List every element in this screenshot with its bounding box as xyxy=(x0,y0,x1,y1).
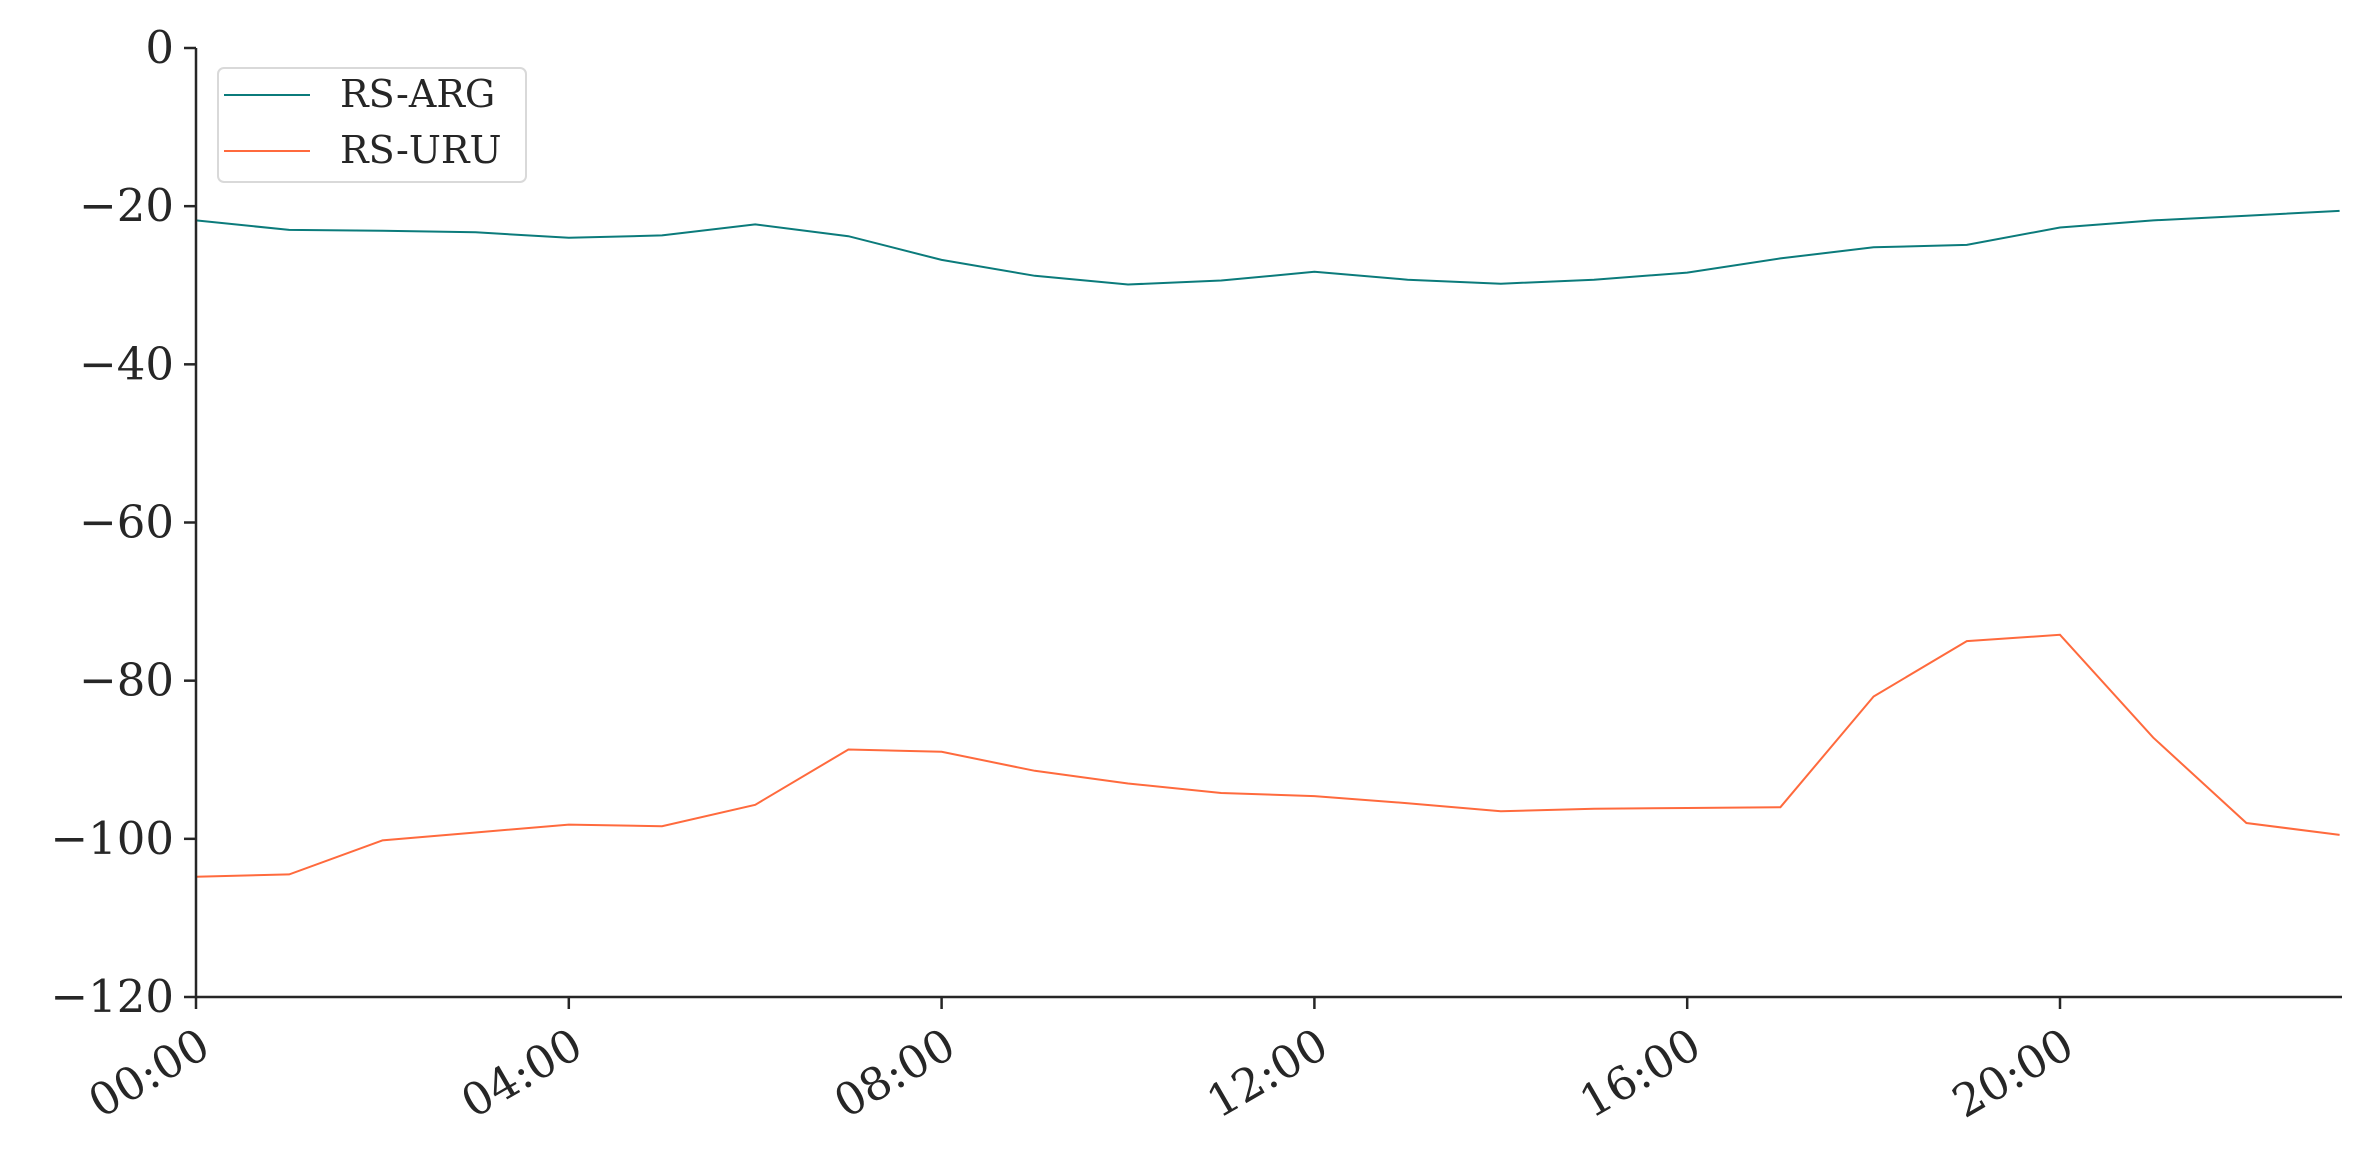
legend-box xyxy=(217,67,527,183)
x-tick-label: 00:00 xyxy=(79,1018,218,1129)
x-tick-label: 16:00 xyxy=(1571,1018,1710,1129)
x-tick-label: 04:00 xyxy=(452,1018,591,1129)
x-ticks: 00:00 04:00 08:00 12:00 16:00 20:00 xyxy=(79,997,2082,1128)
y-tick-label: −60 xyxy=(79,496,174,549)
y-ticks: 0 −20 −40 −60 −80 −100 −120 xyxy=(50,21,196,1023)
series-lines xyxy=(195,209,2340,878)
y-tick-label: −20 xyxy=(79,179,174,232)
y-tick-label: −80 xyxy=(79,654,174,707)
series-line-rs-arg xyxy=(195,209,2340,286)
y-tick-label: −100 xyxy=(50,812,174,865)
y-tick-label: 0 xyxy=(145,21,174,74)
x-tick-label: 20:00 xyxy=(1943,1018,2082,1129)
legend-label-rs-uru: RS-URU xyxy=(340,128,502,172)
x-tick-label: 08:00 xyxy=(825,1018,964,1129)
axes xyxy=(194,48,2342,999)
legend-label-rs-arg: RS-ARG xyxy=(340,72,495,116)
legend: RS-ARG RS-URU xyxy=(217,67,527,183)
y-tick-label: −120 xyxy=(50,970,174,1023)
y-tick-label: −40 xyxy=(79,337,174,390)
x-tick-label: 12:00 xyxy=(1198,1018,1337,1129)
series-line-rs-uru xyxy=(195,633,2340,878)
